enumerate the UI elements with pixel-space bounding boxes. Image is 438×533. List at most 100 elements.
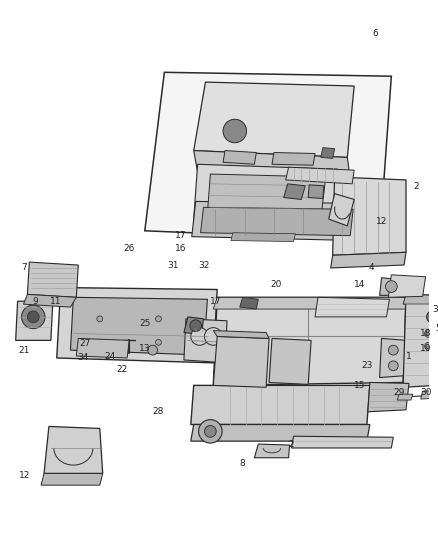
Polygon shape [329, 193, 354, 226]
Text: 16: 16 [175, 244, 187, 253]
Text: 8: 8 [240, 459, 246, 468]
Polygon shape [240, 297, 258, 309]
Polygon shape [184, 319, 227, 363]
Text: 2: 2 [289, 440, 294, 449]
Polygon shape [380, 278, 401, 295]
Text: 17: 17 [175, 231, 187, 240]
Text: 29: 29 [393, 387, 405, 397]
Polygon shape [213, 297, 406, 385]
Polygon shape [321, 148, 335, 158]
Polygon shape [213, 336, 269, 387]
Circle shape [28, 311, 39, 323]
Text: 25: 25 [139, 319, 151, 328]
Polygon shape [191, 424, 370, 441]
Text: 2: 2 [413, 182, 419, 191]
Polygon shape [272, 152, 315, 165]
Text: 27: 27 [79, 339, 91, 348]
Polygon shape [389, 275, 426, 297]
Polygon shape [284, 184, 305, 199]
Polygon shape [231, 233, 296, 241]
Circle shape [205, 425, 216, 437]
Circle shape [198, 419, 222, 443]
Circle shape [389, 361, 398, 370]
Polygon shape [16, 301, 53, 341]
Text: 5: 5 [435, 324, 438, 333]
Text: 12: 12 [376, 216, 387, 225]
Polygon shape [213, 297, 406, 309]
Polygon shape [332, 177, 406, 255]
Polygon shape [192, 201, 360, 240]
Polygon shape [420, 390, 438, 399]
Text: 28: 28 [153, 407, 164, 416]
Text: 20: 20 [270, 280, 282, 289]
Polygon shape [286, 167, 354, 184]
Text: 13: 13 [139, 344, 151, 353]
Text: 1: 1 [406, 352, 412, 360]
Polygon shape [24, 294, 76, 307]
Polygon shape [41, 473, 103, 485]
Circle shape [191, 328, 208, 345]
Polygon shape [57, 287, 217, 363]
Polygon shape [145, 72, 391, 240]
Text: 15: 15 [354, 381, 366, 390]
Polygon shape [44, 426, 103, 473]
Polygon shape [368, 383, 409, 412]
Polygon shape [403, 294, 438, 387]
Text: 18: 18 [420, 329, 431, 338]
Polygon shape [331, 252, 406, 268]
Text: 19: 19 [420, 344, 431, 353]
Polygon shape [28, 262, 78, 297]
Text: 24: 24 [104, 352, 115, 360]
Polygon shape [194, 82, 354, 157]
Text: 7: 7 [21, 263, 27, 272]
Text: 34: 34 [78, 353, 89, 362]
Circle shape [427, 311, 438, 323]
Circle shape [155, 316, 162, 322]
Polygon shape [292, 436, 393, 448]
Polygon shape [184, 317, 204, 335]
Text: 32: 32 [198, 261, 209, 270]
Text: 22: 22 [117, 365, 128, 374]
Circle shape [424, 342, 432, 350]
Text: 3: 3 [432, 304, 438, 313]
Circle shape [389, 345, 398, 355]
Circle shape [223, 119, 247, 143]
Text: 31: 31 [167, 261, 179, 270]
Circle shape [155, 340, 162, 345]
Polygon shape [213, 330, 269, 338]
Text: 11: 11 [50, 297, 61, 306]
Polygon shape [76, 338, 129, 358]
Polygon shape [93, 315, 162, 346]
Polygon shape [308, 185, 324, 198]
Polygon shape [397, 394, 413, 400]
Polygon shape [403, 294, 438, 304]
Circle shape [21, 305, 45, 329]
Polygon shape [380, 338, 406, 377]
Text: 12: 12 [19, 471, 30, 480]
Circle shape [97, 340, 103, 345]
Text: 21: 21 [19, 345, 30, 354]
Polygon shape [208, 174, 326, 218]
Circle shape [97, 316, 103, 322]
Polygon shape [315, 297, 389, 317]
Polygon shape [71, 297, 208, 355]
Text: 17: 17 [209, 297, 221, 306]
Polygon shape [269, 338, 311, 384]
Text: 26: 26 [124, 244, 135, 253]
Polygon shape [194, 164, 338, 225]
Text: 23: 23 [361, 361, 373, 370]
Polygon shape [201, 207, 353, 236]
Text: 9: 9 [32, 297, 38, 306]
Circle shape [148, 345, 158, 355]
Polygon shape [254, 444, 290, 458]
Text: 4: 4 [369, 263, 374, 272]
Text: 14: 14 [354, 280, 366, 289]
Text: 30: 30 [420, 387, 431, 397]
Circle shape [385, 281, 397, 293]
Text: 6: 6 [373, 29, 378, 38]
Polygon shape [223, 150, 256, 164]
Polygon shape [194, 150, 350, 179]
Circle shape [190, 320, 201, 332]
Circle shape [205, 328, 222, 345]
Circle shape [424, 329, 432, 337]
